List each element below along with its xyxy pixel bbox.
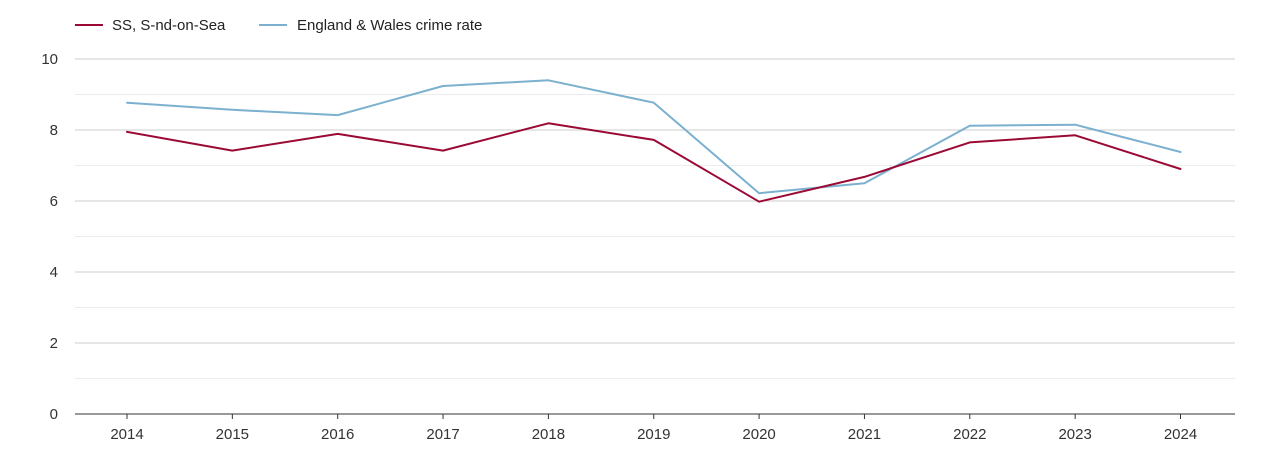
x-tick-label: 2018	[532, 426, 565, 443]
y-tick-label: 4	[50, 264, 58, 281]
series-line-2[interactable]	[126, 79, 1182, 195]
x-tick-label: 2015	[216, 426, 249, 443]
series-line-1[interactable]	[126, 122, 1182, 203]
y-tick-label: 8	[50, 122, 58, 139]
axes: 0 2 4 6 8 10 2014 2015 2016 2017 2018 2019 2020 2021 2…	[41, 51, 1235, 443]
x-tick-label: 2021	[848, 426, 881, 443]
legend-label-series-1: SS, S-nd-on-Sea	[112, 17, 226, 34]
series-layer	[126, 79, 1182, 203]
x-tick-label: 2023	[1058, 426, 1091, 443]
y-tick-label: 2	[50, 335, 58, 352]
legend-label-series-2: England & Wales crime rate	[297, 17, 482, 34]
legend: SS, S-nd-on-Sea England & Wales crime ra…	[75, 17, 482, 34]
x-tick-label: 2020	[742, 426, 775, 443]
x-tick-label: 2022	[953, 426, 986, 443]
legend-item-series-1[interactable]: SS, S-nd-on-Sea	[75, 17, 226, 34]
x-tick-label: 2017	[426, 426, 459, 443]
x-tick-label: 2019	[637, 426, 670, 443]
grid	[75, 58, 1235, 379]
x-tick-label: 2016	[321, 426, 354, 443]
y-tick-label: 0	[50, 406, 58, 423]
y-tick-label: 6	[50, 193, 58, 210]
y-tick-label: 10	[41, 51, 58, 68]
x-tick-label: 2024	[1164, 426, 1197, 443]
legend-item-series-2[interactable]: England & Wales crime rate	[259, 17, 482, 34]
x-tick-label: 2014	[110, 426, 143, 443]
